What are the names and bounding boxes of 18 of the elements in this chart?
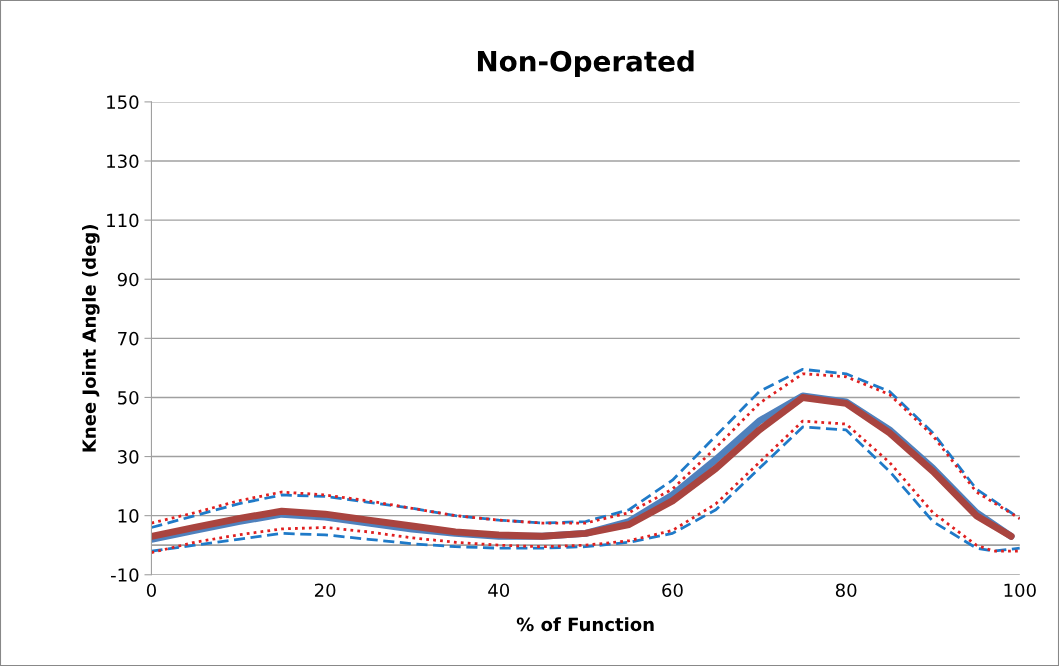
y-tick-label: 70 xyxy=(118,331,139,346)
y-tick-label: 130 xyxy=(107,154,139,169)
x-tick-label: 100 xyxy=(1004,583,1036,598)
chart-title: Non-Operated xyxy=(477,50,694,78)
y-tick-label: 110 xyxy=(107,213,139,228)
y-axis-title: Knee Joint Angle (deg) xyxy=(82,224,100,452)
x-tick-label: 80 xyxy=(835,583,857,598)
y-tick-label: 50 xyxy=(118,390,139,405)
x-tick-label: 40 xyxy=(488,583,510,598)
x-axis-title: % of Function xyxy=(516,617,654,632)
y-tick-label: -10 xyxy=(111,568,139,582)
y-tick-label: 10 xyxy=(118,509,139,523)
y-tick-label: 90 xyxy=(117,272,139,287)
y-tick-label: 30 xyxy=(118,450,139,464)
x-tick-label: 0 xyxy=(146,583,156,598)
x-tick-label: 20 xyxy=(314,583,336,598)
y-tick-label: 150 xyxy=(107,95,139,110)
x-tick-label: 60 xyxy=(662,583,683,598)
